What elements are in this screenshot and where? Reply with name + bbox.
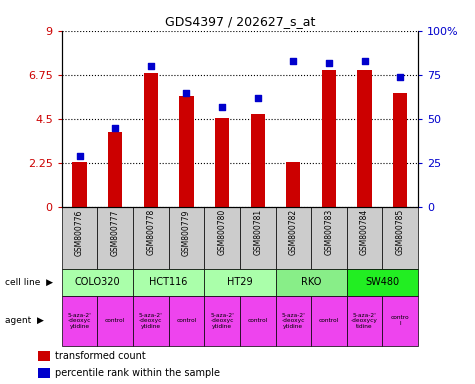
Title: GDS4397 / 202627_s_at: GDS4397 / 202627_s_at (165, 15, 315, 28)
Text: 5-aza-2'
-deoxyc
ytidine: 5-aza-2' -deoxyc ytidine (210, 313, 234, 329)
Bar (62, 269, 133, 296)
Point (76, 153, 84, 159)
Bar (276, 207, 311, 269)
Bar (347, 296, 382, 346)
Point (361, 58, 369, 64)
Bar (347, 269, 418, 296)
Text: GSM800779: GSM800779 (182, 209, 191, 256)
Text: GSM800777: GSM800777 (111, 209, 120, 256)
Bar (286, 162, 300, 207)
Bar (180, 96, 194, 207)
Text: control: control (105, 318, 125, 323)
Bar (108, 132, 123, 207)
Point (289, 58, 297, 64)
Bar (143, 73, 158, 207)
Bar (322, 70, 336, 207)
Bar (97, 296, 133, 346)
Bar (251, 114, 265, 207)
Text: GSM800776: GSM800776 (75, 209, 84, 256)
Bar (347, 207, 382, 269)
Text: GSM800784: GSM800784 (360, 209, 369, 255)
Point (147, 63, 155, 69)
Bar (311, 207, 347, 269)
Bar (382, 207, 418, 269)
Text: RKO: RKO (301, 277, 321, 287)
Point (254, 95, 261, 101)
Text: GSM800783: GSM800783 (324, 209, 333, 255)
Text: GSM800778: GSM800778 (146, 209, 155, 255)
Text: SW480: SW480 (365, 277, 399, 287)
Bar (169, 296, 204, 346)
Point (111, 125, 119, 131)
Bar (133, 207, 169, 269)
Text: agent  ▶: agent ▶ (5, 316, 44, 325)
Bar (382, 296, 418, 346)
Bar (38, 368, 50, 379)
Bar (357, 70, 371, 207)
Bar (240, 207, 276, 269)
Point (182, 89, 190, 96)
Bar (38, 351, 50, 361)
Text: cell line  ▶: cell line ▶ (5, 278, 53, 287)
Text: control: control (247, 318, 268, 323)
Point (396, 74, 404, 80)
Bar (169, 207, 204, 269)
Text: GSM800782: GSM800782 (289, 209, 298, 255)
Text: HCT116: HCT116 (150, 277, 188, 287)
Bar (62, 207, 97, 269)
Text: transformed count: transformed count (55, 351, 145, 361)
Text: 5-aza-2'
-deoxyc
ytidine: 5-aza-2' -deoxyc ytidine (67, 313, 92, 329)
Bar (204, 269, 276, 296)
Text: GSM800780: GSM800780 (218, 209, 227, 255)
Bar (311, 296, 347, 346)
Bar (276, 269, 347, 296)
Text: GSM800785: GSM800785 (396, 209, 405, 255)
Bar (276, 296, 311, 346)
Text: control: control (176, 318, 197, 323)
Text: GSM800781: GSM800781 (253, 209, 262, 255)
Bar (133, 269, 204, 296)
Text: percentile rank within the sample: percentile rank within the sample (55, 368, 219, 378)
Bar (62, 296, 97, 346)
Text: contro
l: contro l (391, 315, 409, 326)
Text: 5-aza-2'
-deoxyc
ytidine: 5-aza-2' -deoxyc ytidine (139, 313, 163, 329)
Bar (204, 296, 240, 346)
Bar (204, 207, 240, 269)
Point (325, 60, 332, 66)
Text: 5-aza-2'
-deoxycy
tidine: 5-aza-2' -deoxycy tidine (351, 313, 378, 329)
Bar (72, 162, 86, 207)
Text: HT29: HT29 (227, 277, 253, 287)
Point (218, 104, 226, 110)
Text: 5-aza-2'
-deoxyc
ytidine: 5-aza-2' -deoxyc ytidine (281, 313, 305, 329)
Bar (97, 207, 133, 269)
Bar (215, 118, 229, 207)
Bar (240, 296, 276, 346)
Bar (133, 296, 169, 346)
Bar (393, 93, 407, 207)
Text: COLO320: COLO320 (75, 277, 120, 287)
Text: control: control (319, 318, 339, 323)
